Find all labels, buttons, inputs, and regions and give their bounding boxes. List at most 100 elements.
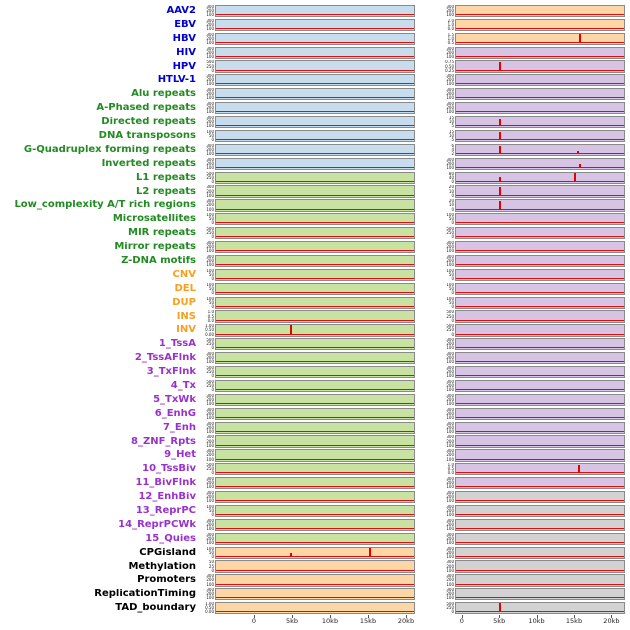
signal-peak xyxy=(578,164,581,168)
track-row: 7_Enh 300 200 100 300 200 100 xyxy=(0,421,630,435)
track-row: HBV 300 200 100 1.5 1.0 0.5 xyxy=(0,32,630,46)
left-track-y-axis: 300 200 100 xyxy=(200,185,215,197)
left-track xyxy=(215,366,415,379)
left-track xyxy=(215,602,415,615)
y-tick-label: 100 xyxy=(446,387,454,393)
y-tick-label: 0.25 xyxy=(445,67,454,73)
left-track-y-axis: 300 200 100 xyxy=(200,241,215,253)
y-tick-label: 50 xyxy=(208,549,214,555)
y-tick-label: 0 xyxy=(451,206,454,212)
right-track-y-axis: 20 10 0 xyxy=(440,199,455,211)
signal-baseline xyxy=(456,472,624,474)
y-tick-label: 100 xyxy=(446,484,454,490)
y-tick-label: 200 xyxy=(446,521,454,527)
left-track xyxy=(215,449,415,462)
y-tick-label: 500 xyxy=(446,227,454,232)
row-label: Microsatellites xyxy=(112,214,196,225)
y-tick-label: 300 xyxy=(206,185,214,190)
track-row: INS 1.0 0.5 0.0 500 250 0 xyxy=(0,310,630,324)
left-track-y-axis: 500 250 0 xyxy=(200,338,215,350)
row-label: Directed repeats xyxy=(101,117,196,128)
y-tick-label: 300 xyxy=(446,46,454,51)
row-label: Promoters xyxy=(137,575,196,586)
y-tick-label: 200 xyxy=(446,355,454,361)
y-tick-label: 1.0 xyxy=(447,21,454,27)
signal-baseline xyxy=(456,500,624,502)
y-tick-label: 200 xyxy=(206,244,214,250)
right-track-y-axis: 300 200 100 xyxy=(440,547,455,559)
y-tick-label: 100 xyxy=(446,282,454,287)
signal-baseline xyxy=(456,194,624,196)
y-tick-label: 100 xyxy=(446,581,454,587)
right-track-y-axis: 1.5 1.0 0.5 xyxy=(440,33,455,45)
y-tick-label: 1.0 xyxy=(447,35,454,41)
y-tick-label: 200 xyxy=(446,160,454,166)
y-tick-label: 300 xyxy=(446,435,454,440)
signal-baseline xyxy=(456,347,624,349)
right-track-y-axis: 15 10 5 xyxy=(440,116,455,128)
row-label: L2 repeats xyxy=(136,186,196,197)
signal-baseline xyxy=(456,83,624,85)
right-track-y-axis: 20 10 0 xyxy=(440,185,455,197)
row-label: DNA transposons xyxy=(98,130,196,141)
y-tick-label: 100 xyxy=(206,192,214,198)
y-tick-label: 200 xyxy=(206,396,214,402)
y-tick-label: 100 xyxy=(446,248,454,254)
y-tick-label: 200 xyxy=(206,105,214,111)
y-tick-label: 100 xyxy=(206,129,214,134)
left-track-y-axis: 300 200 100 xyxy=(200,158,215,170)
track-row: DEL 100 50 0 100 50 0 xyxy=(0,282,630,296)
signal-baseline xyxy=(456,333,624,335)
left-track xyxy=(215,282,415,295)
y-tick-label: 250 xyxy=(446,230,454,236)
signal-baseline xyxy=(216,97,414,99)
y-tick-label: 500 xyxy=(206,171,214,176)
right-track-y-axis: 500 250 0 xyxy=(440,602,455,614)
y-tick-label: 300 xyxy=(206,352,214,357)
y-tick-label: 100 xyxy=(446,12,454,18)
signal-baseline xyxy=(456,430,624,432)
left-ytick-spacer xyxy=(200,615,215,629)
signal-baseline xyxy=(456,458,624,460)
left-track xyxy=(215,463,415,476)
signal-peak xyxy=(577,464,580,474)
left-track xyxy=(215,379,415,393)
row-label: TAD_boundary xyxy=(115,603,196,614)
right-track xyxy=(455,421,625,434)
y-tick-label: 100 xyxy=(206,12,214,18)
y-tick-label: 0 xyxy=(211,303,214,309)
right-track xyxy=(455,435,625,448)
y-tick-label: 250 xyxy=(206,466,214,472)
signal-baseline xyxy=(456,14,624,16)
y-tick-label: 200 xyxy=(206,452,214,458)
left-track-y-axis: 300 200 100 xyxy=(200,47,215,59)
y-tick-label: 200 xyxy=(206,591,214,597)
track-row: 12_EnhBiv 300 200 100 300 200 100 xyxy=(0,490,630,504)
y-tick-label: 0 xyxy=(211,234,214,240)
y-tick-label: 250 xyxy=(446,327,454,333)
right-track xyxy=(455,213,625,226)
y-tick-label: 250 xyxy=(206,382,214,388)
y-tick-label: 100 xyxy=(206,498,214,504)
y-tick-label: 50 xyxy=(208,271,214,277)
signal-baseline xyxy=(216,486,414,488)
y-tick-label: 300 xyxy=(206,18,214,23)
y-tick-label: 200 xyxy=(446,438,454,444)
y-tick-label: 300 xyxy=(446,560,454,565)
track-row: 4_Tx 500 250 0 300 200 100 xyxy=(0,379,630,393)
left-track xyxy=(215,227,415,240)
signal-peak xyxy=(577,150,580,154)
left-track xyxy=(215,324,415,337)
x-axis-tick-mark xyxy=(292,615,293,618)
track-row: MIR repeats 500 250 0 500 250 0 xyxy=(0,226,630,240)
signal-baseline xyxy=(456,236,624,238)
y-tick-label: 500 xyxy=(206,227,214,232)
row-label: L1 repeats xyxy=(136,172,196,183)
left-track-y-axis: 100 50 0 xyxy=(200,283,215,295)
left-track-y-axis: 500 250 0 xyxy=(200,380,215,392)
y-tick-label: 50 xyxy=(448,299,454,305)
y-tick-label: 300 xyxy=(446,546,454,551)
signal-baseline xyxy=(456,222,624,224)
y-tick-label: 1.5 xyxy=(447,32,454,37)
left-track xyxy=(215,504,415,518)
